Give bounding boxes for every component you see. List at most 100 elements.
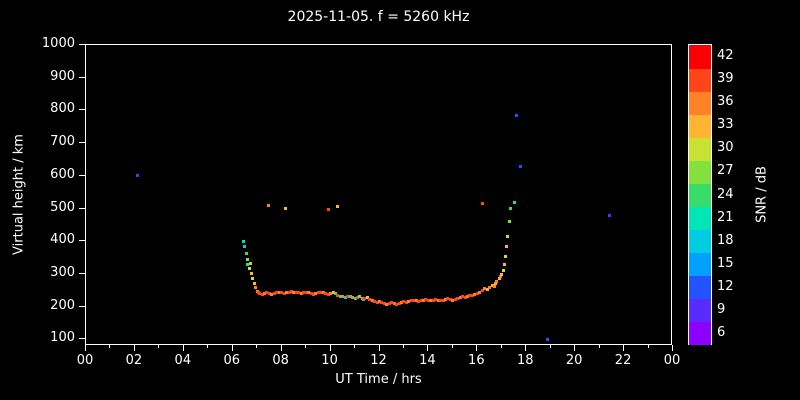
colorbar-tick-label: 9 — [717, 302, 726, 318]
data-point — [468, 294, 472, 298]
x-tick — [574, 345, 576, 351]
x-tick-label: 18 — [516, 353, 534, 368]
data-point — [292, 290, 296, 294]
data-point — [324, 292, 328, 296]
colorbar-tick-label: 18 — [717, 232, 734, 248]
data-point — [246, 262, 250, 266]
colorbar-block — [689, 298, 711, 322]
x-tick — [623, 345, 625, 351]
data-point — [514, 114, 518, 118]
data-point — [470, 293, 474, 297]
data-point — [494, 282, 498, 286]
data-point — [333, 292, 337, 296]
y-tick — [79, 240, 85, 242]
data-point — [490, 283, 494, 287]
x-minor-tick — [549, 345, 551, 348]
data-point — [255, 289, 259, 293]
y-tick — [79, 273, 85, 275]
data-point — [326, 292, 330, 296]
x-tick-label: 08 — [272, 353, 289, 368]
chart-title: 2025-11-05. f = 5260 kHz — [287, 9, 470, 25]
x-tick — [133, 345, 135, 351]
data-point — [473, 292, 477, 296]
data-point — [456, 297, 460, 301]
y-tick-label: 400 — [50, 232, 75, 248]
data-point — [426, 298, 430, 302]
colorbar-block — [689, 91, 711, 115]
data-point — [382, 301, 386, 305]
y-tick — [79, 109, 85, 111]
data-point — [461, 295, 465, 299]
data-point — [508, 207, 512, 211]
data-point — [289, 289, 293, 293]
y-tick-label: 800 — [50, 101, 75, 117]
data-point — [338, 294, 342, 298]
plot-area — [85, 44, 672, 345]
data-point — [507, 220, 511, 224]
colorbar-block — [689, 68, 711, 92]
colorbar-tick-label: 33 — [717, 117, 734, 133]
colorbar-block — [689, 183, 711, 207]
data-point — [307, 291, 311, 295]
colorbar-tick-label: 15 — [717, 255, 734, 271]
data-point — [458, 296, 462, 300]
data-point — [446, 297, 450, 301]
data-point — [243, 245, 247, 249]
data-point — [503, 254, 507, 258]
x-minor-tick — [256, 345, 258, 348]
data-point — [390, 301, 394, 305]
y-tick-label: 700 — [50, 134, 75, 150]
data-point — [407, 300, 411, 304]
data-point — [258, 292, 262, 296]
data-point — [478, 290, 482, 294]
data-point — [135, 174, 139, 178]
data-point — [480, 202, 484, 206]
y-tick — [79, 207, 85, 209]
data-point — [267, 292, 271, 296]
colorbar-tick-label: 21 — [717, 209, 734, 225]
data-point — [485, 288, 489, 292]
data-point — [341, 295, 345, 299]
y-tick-label: 900 — [50, 68, 75, 84]
data-point — [387, 301, 391, 305]
data-point — [419, 299, 423, 303]
data-point — [500, 272, 504, 276]
x-tick-label: 20 — [565, 353, 583, 368]
data-point — [492, 284, 496, 288]
colorbar-tick-label: 39 — [717, 70, 734, 86]
x-tick — [378, 345, 380, 351]
colorbar-tick-label: 27 — [717, 163, 734, 179]
y-tick — [79, 305, 85, 307]
data-point — [370, 299, 374, 303]
x-tick-label: 14 — [419, 353, 436, 368]
data-point — [245, 257, 249, 261]
x-tick-label: 02 — [125, 353, 143, 368]
y-axis-label: Virtual height / km — [11, 134, 27, 255]
data-point — [277, 290, 281, 294]
data-point — [412, 298, 416, 302]
x-tick-label: 06 — [223, 353, 241, 368]
data-point — [373, 300, 377, 304]
data-point — [242, 239, 246, 243]
data-point — [244, 252, 248, 256]
data-point — [280, 291, 284, 295]
data-point — [283, 207, 287, 211]
x-tick-label: 04 — [174, 353, 192, 368]
x-tick — [280, 345, 282, 351]
data-point — [348, 294, 352, 298]
data-point — [353, 297, 357, 301]
x-minor-tick — [500, 345, 502, 348]
x-minor-tick — [647, 345, 649, 348]
data-point — [299, 292, 303, 296]
data-point — [434, 298, 438, 302]
data-point — [495, 279, 499, 283]
y-tick — [79, 44, 85, 45]
data-point — [480, 288, 484, 292]
data-point — [436, 298, 440, 302]
x-minor-tick — [402, 345, 404, 348]
data-point — [302, 291, 306, 295]
x-tick — [85, 345, 86, 351]
data-point — [502, 262, 506, 266]
x-tick — [231, 345, 233, 351]
